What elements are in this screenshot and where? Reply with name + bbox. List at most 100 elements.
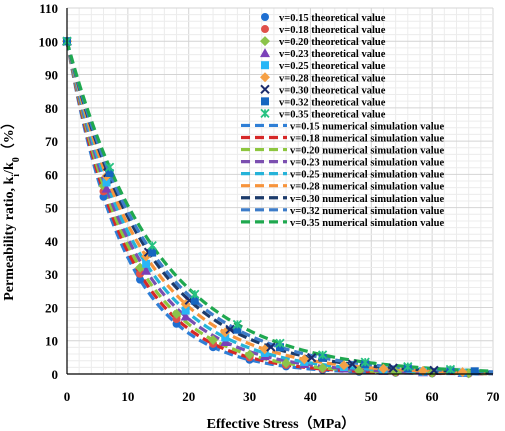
numerical-series-line: [65, 40, 494, 375]
marker-star: [147, 240, 157, 251]
y-tick-label: 50: [45, 201, 58, 216]
marker-star: [317, 350, 328, 360]
y-axis-title-sub2: 0: [11, 157, 22, 162]
marker-square: [233, 325, 242, 334]
legend-entry-theoretical: v=0.23 theoretical value: [279, 49, 386, 60]
marker-circle: [172, 315, 181, 324]
legend-entry-numerical: v=0.30 numerical simulation value: [290, 194, 444, 205]
x-tick-label: 70: [487, 389, 500, 404]
marker-diamond: [260, 72, 270, 83]
marker-circle: [136, 269, 145, 278]
marker-diamond: [299, 354, 310, 365]
legend-entry-numerical: v=0.18 numerical simulation value: [290, 134, 444, 145]
marker-x: [266, 342, 276, 352]
y-tick-label: 30: [45, 267, 58, 282]
grid-lines: [66, 7, 494, 375]
marker-diamond: [338, 360, 349, 371]
legend-entry-numerical: v=0.15 numerical simulation value: [290, 121, 444, 132]
y-tick-label: 100: [39, 34, 59, 49]
marker-x: [225, 324, 235, 335]
y-tick-label: 60: [45, 167, 58, 182]
x-tick-label: 30: [243, 389, 256, 404]
y-axis-title-end: （%）: [1, 115, 17, 157]
marker-star: [360, 357, 370, 367]
marker-diamond: [208, 334, 219, 345]
marker-triangle: [101, 183, 112, 193]
x-tick-label: 10: [121, 389, 134, 404]
marker-square: [261, 97, 269, 106]
marker-star: [232, 319, 243, 330]
marker-square: [142, 259, 151, 268]
marker-diamond: [259, 344, 270, 355]
marker-star: [260, 108, 270, 119]
marker-diamond: [260, 36, 270, 47]
legend-entry-numerical: v=0.20 numerical simulation value: [290, 146, 444, 157]
marker-diamond: [317, 362, 328, 373]
x-tick-labels: 0 10 20 30 40 50 60 70: [64, 389, 500, 404]
marker-triangle: [260, 48, 270, 58]
marker-circle: [136, 275, 145, 284]
marker-square: [221, 333, 230, 342]
y-axis-title: Permeability ratio, ki/k0（%）: [1, 115, 22, 301]
y-tick-label: 40: [45, 234, 58, 249]
legend-entry-theoretical: v=0.18 theoretical value: [279, 25, 386, 36]
marker-x: [347, 359, 358, 369]
marker-diamond: [244, 349, 255, 360]
marker-triangle: [180, 311, 191, 321]
numerical-series-line: [65, 40, 494, 376]
y-axis-title-sub1: i: [11, 174, 22, 177]
legend-entry-theoretical: v=0.35 theoretical value: [279, 109, 386, 120]
marker-square: [470, 367, 479, 376]
marker-square: [276, 343, 284, 352]
legend-entry-numerical: v=0.32 numerical simulation value: [290, 206, 444, 217]
axes: [66, 8, 493, 375]
legend-entry-numerical: v=0.28 numerical simulation value: [290, 182, 444, 193]
y-tick-label: 110: [39, 1, 58, 16]
y-tick-labels: 0 10 20 30 40 50 60 70 80 90 100 110: [39, 1, 59, 382]
marker-diamond: [220, 327, 231, 338]
marker-square: [181, 306, 190, 315]
marker-diamond: [378, 363, 389, 374]
marker-star: [275, 338, 285, 348]
marker-x: [260, 84, 270, 95]
legend-entry-numerical: v=0.23 numerical simulation value: [290, 158, 444, 169]
x-tick-label: 0: [64, 389, 71, 404]
marker-square: [148, 248, 157, 257]
legend-entry-theoretical: v=0.30 theoretical value: [279, 85, 386, 96]
legend-entry-theoretical: v=0.28 theoretical value: [279, 73, 386, 84]
marker-x: [306, 352, 317, 363]
marker-star: [190, 289, 200, 299]
marker-x: [388, 363, 398, 373]
x-tick-label: 50: [365, 389, 378, 404]
y-axis-title-mid: /k: [2, 162, 17, 175]
legend-entry-numerical: v=0.25 numerical simulation value: [290, 170, 444, 181]
legend-entry-theoretical: v=0.25 theoretical value: [279, 61, 386, 72]
x-axis-title: Effective Stress（MPa）: [207, 416, 356, 431]
marker-square: [105, 168, 114, 177]
y-axis-title-main: Permeability ratio, k: [2, 177, 17, 301]
marker-star: [445, 364, 456, 375]
legend-entry-theoretical: v=0.32 theoretical value: [279, 97, 386, 108]
x-tick-label: 40: [304, 389, 317, 404]
marker-star: [403, 361, 413, 372]
legend-entry-theoretical: v=0.15 theoretical value: [279, 13, 386, 24]
marker-star: [104, 162, 115, 172]
marker-triangle: [141, 265, 152, 275]
legend-entry-theoretical: v=0.20 theoretical value: [279, 37, 386, 48]
legend-entry-numerical: v=0.35 numerical simulation value: [290, 218, 444, 229]
x-tick-label: 20: [182, 389, 195, 404]
marker-circle: [261, 13, 269, 21]
marker-diamond: [457, 367, 468, 378]
y-tick-label: 0: [52, 367, 59, 382]
y-tick-label: 70: [45, 134, 58, 149]
marker-diamond: [141, 251, 152, 262]
marker-circle: [261, 25, 269, 34]
marker-diamond: [281, 358, 292, 369]
marker-square: [102, 178, 111, 187]
marker-x: [429, 365, 439, 376]
y-tick-label: 80: [45, 101, 58, 116]
x-tick-label: 60: [426, 389, 439, 404]
marker-diamond: [171, 308, 182, 319]
